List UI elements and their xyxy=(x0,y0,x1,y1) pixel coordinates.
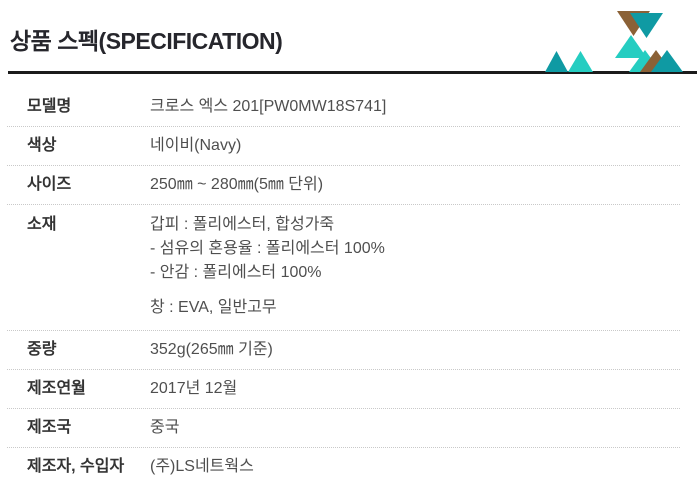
triangle-teal-dark-icon xyxy=(545,51,568,72)
row-value: 352g(265㎜ 기준) xyxy=(150,341,273,358)
table-row-manufacture-date: 제조연월 2017년 12월 xyxy=(7,370,680,409)
table-row-country: 제조국 중국 xyxy=(7,409,680,448)
triangle-teal-dark-up-icon xyxy=(651,50,683,72)
row-value: 250㎜ ~ 280㎜(5㎜ 단위) xyxy=(150,176,324,193)
page-title: 상품 스펙(SPECIFICATION) xyxy=(10,28,283,54)
row-label: 모델명 xyxy=(27,98,72,115)
table-row-model: 모델명 크로스 엑스 201[PW0MW18S741] xyxy=(7,88,680,127)
triangle-teal-light-up-icon xyxy=(615,35,647,58)
spec-header: 상품 스펙(SPECIFICATION) xyxy=(0,0,700,74)
row-label: 제조국 xyxy=(27,419,72,436)
row-label: 사이즈 xyxy=(27,176,72,193)
row-value: 갑피 : 폴리에스터, 합성가죽 - 섬유의 혼용율 : 폴리에스터 100% … xyxy=(150,213,385,320)
material-line: 갑피 : 폴리에스터, 합성가죽 xyxy=(150,216,335,233)
table-row-color: 색상 네이비(Navy) xyxy=(7,127,680,166)
row-label: 제조자, 수입자 xyxy=(27,458,125,475)
triangle-teal-dark-down-icon xyxy=(630,13,663,38)
table-row-manufacturer-importer: 제조자, 수입자 (주)LS네트웍스 xyxy=(7,448,680,486)
title-underline xyxy=(8,71,697,74)
row-label: 소재 xyxy=(27,216,57,233)
table-row-material: 소재 갑피 : 폴리에스터, 합성가죽 - 섬유의 혼용율 : 폴리에스터 10… xyxy=(7,205,680,331)
material-line: - 안감 : 폴리에스터 100% xyxy=(150,264,322,281)
spec-table: 모델명 크로스 엑스 201[PW0MW18S741] 색상 네이비(Navy)… xyxy=(7,88,680,486)
row-label: 중량 xyxy=(27,341,57,358)
material-line: - 섬유의 혼용율 : 폴리에스터 100% xyxy=(150,240,385,257)
row-value: 중국 xyxy=(150,419,180,436)
row-value: 크로스 엑스 201[PW0MW18S741] xyxy=(150,98,387,115)
table-row-weight: 중량 352g(265㎜ 기준) xyxy=(7,331,680,370)
row-value: 2017년 12월 xyxy=(150,380,238,397)
row-value: (주)LS네트웍스 xyxy=(150,458,254,475)
triangle-decoration-icon xyxy=(545,11,683,72)
row-label: 색상 xyxy=(27,137,57,154)
row-value: 네이비(Navy) xyxy=(150,137,242,154)
triangle-teal-light-icon xyxy=(568,51,593,72)
table-row-size: 사이즈 250㎜ ~ 280㎜(5㎜ 단위) xyxy=(7,166,680,205)
row-label: 제조연월 xyxy=(27,380,86,397)
material-sole-line: 창 : EVA, 일반고무 xyxy=(150,299,277,316)
